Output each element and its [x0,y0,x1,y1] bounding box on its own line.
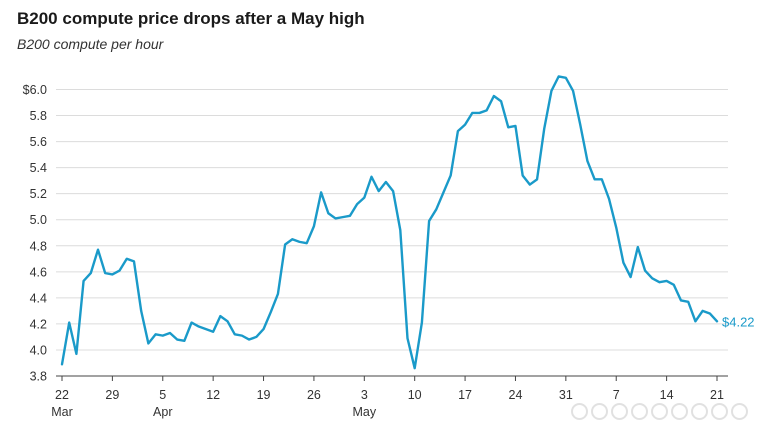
y-tick-label: 3.8 [30,370,47,384]
watermark [571,403,748,420]
y-tick-label: 4.2 [30,317,47,331]
y-tick-label: 4.4 [30,291,47,305]
x-tick-label: 31 [559,388,573,402]
grid-lines [56,89,728,351]
y-tick-label: 5.4 [30,161,47,175]
watermark-circle [651,403,668,420]
x-axis-labels: 22 Mar 29 5 Apr 12 19 26 3 May 10 17 24 31 7 14 21 [51,376,724,419]
series-line [60,75,719,370]
x-tick-label: 17 [458,388,472,402]
watermark-circle [591,403,608,420]
y-axis-labels: $6.0 5.8 5.6 5.4 5.2 5.0 4.8 4.6 4.4 4.2 4.0 3.8 [23,83,47,384]
y-tick-label: 5.6 [30,135,47,149]
y-tick-label: 5.8 [30,109,47,123]
y-tick-label: 4.6 [30,265,47,279]
x-tick-label: 24 [509,388,523,402]
series-layer: $4.22 [60,75,755,370]
x-tick-label: 12 [206,388,220,402]
x-tick-label: 14 [660,388,674,402]
x-month-label: Mar [51,405,73,419]
x-tick-label: 3 [361,388,368,402]
chart-title: B200 compute price drops after a May hig… [17,9,365,28]
x-tick-label: 21 [710,388,724,402]
x-tick-label: 5 [159,388,166,402]
watermark-circle [631,403,648,420]
x-month-label: Apr [153,405,172,419]
chart-subtitle: B200 compute per hour [17,36,164,52]
watermark-circle [731,403,748,420]
end-value-label: $4.22 [722,314,755,329]
y-tick-label: 4.0 [30,343,47,357]
y-tick-label: 4.8 [30,239,47,253]
x-tick-label: 26 [307,388,321,402]
x-tick-label: 10 [408,388,422,402]
x-tick-label: 29 [105,388,119,402]
x-tick-label: 7 [613,388,620,402]
y-tick-label: 5.2 [30,187,47,201]
x-month-label: May [352,405,376,419]
x-tick-label: 22 [55,388,69,402]
x-tick-label: 19 [257,388,271,402]
y-tick-label: $6.0 [23,83,47,97]
watermark-circle [691,403,708,420]
watermark-circle [711,403,728,420]
watermark-circle [571,403,588,420]
watermark-circle [611,403,628,420]
y-tick-label: 5.0 [30,213,47,227]
watermark-circle [671,403,688,420]
